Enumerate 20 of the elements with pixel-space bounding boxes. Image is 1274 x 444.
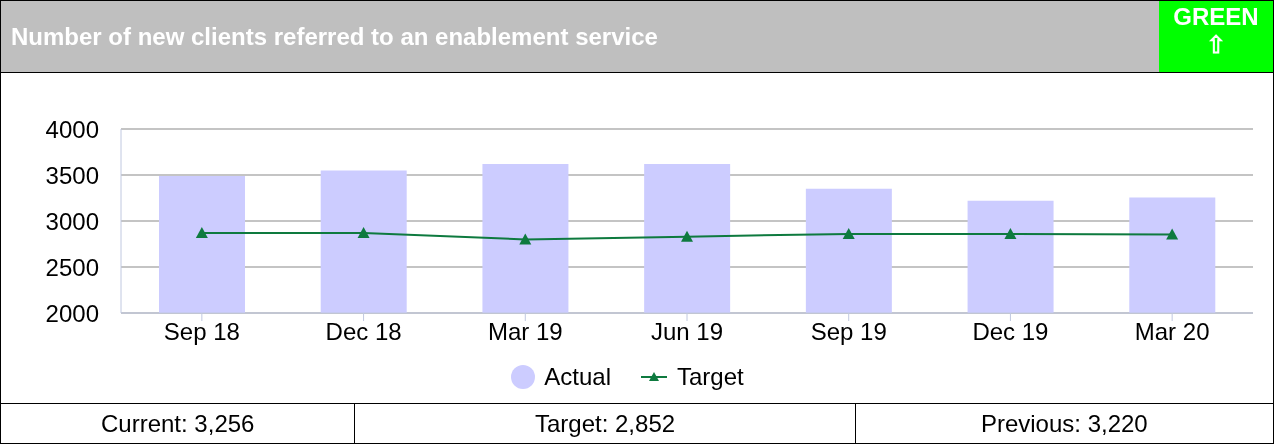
y-tick-label: 3500 bbox=[45, 161, 99, 189]
x-tick-label: Jun 19 bbox=[650, 318, 724, 346]
text: Target: 2,852 bbox=[354, 404, 855, 444]
y-tick-label: 2500 bbox=[45, 253, 99, 281]
y-tick-label: 3000 bbox=[45, 207, 99, 235]
y-tick-label: 4000 bbox=[45, 115, 99, 143]
chart-title: Number of new clients referred to an enablement service bbox=[11, 23, 658, 51]
text: Previous: 3,220 bbox=[854, 404, 1273, 444]
x-tick-label: Mar 20 bbox=[1134, 318, 1210, 346]
x-tick-label: Dec 19 bbox=[972, 318, 1049, 346]
y-tick-label: 2000 bbox=[45, 299, 99, 327]
legend-label: Target bbox=[677, 363, 744, 391]
text: GREEN bbox=[1172, 3, 1260, 31]
legend-label: Actual bbox=[544, 363, 611, 391]
x-tick-label: Mar 19 bbox=[487, 318, 563, 346]
text: Current: 3,256 bbox=[100, 409, 256, 439]
text: ⇧ bbox=[1205, 31, 1227, 59]
x-tick-label: Sep 18 bbox=[163, 318, 240, 346]
x-tick-label: Dec 18 bbox=[325, 318, 402, 346]
x-tick-label: Sep 19 bbox=[810, 318, 887, 346]
